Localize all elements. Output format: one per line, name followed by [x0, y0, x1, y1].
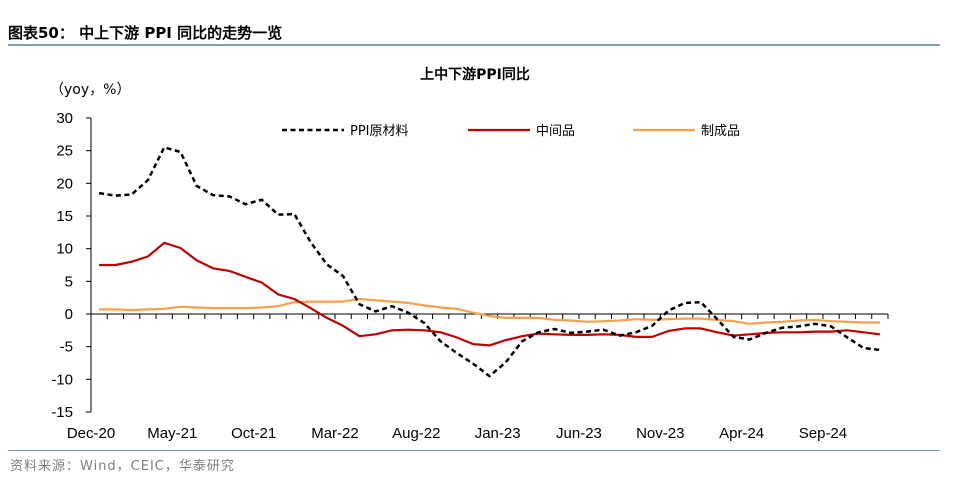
- legend: PPI原材料 中间品 制成品: [282, 124, 740, 139]
- x-tick-label: May-21: [147, 425, 197, 442]
- top-divider: [8, 44, 940, 46]
- y-tick-label: -15: [51, 404, 73, 421]
- y-tick-label: 10: [56, 241, 73, 258]
- x-tick-label: Sep-24: [799, 425, 847, 442]
- source-note: 资料来源：Wind，CEIC，华泰研究: [10, 459, 235, 474]
- series-line-1: [98, 146, 881, 378]
- x-tick-label: Jan-23: [475, 425, 521, 442]
- legend-label-1: PPI原材料: [350, 124, 409, 139]
- x-tick-label: Oct-21: [231, 425, 276, 442]
- x-tick-label: Aug-22: [392, 425, 440, 442]
- y-tick-label: -5: [60, 339, 73, 356]
- series-line-2: [99, 241, 881, 347]
- x-tick-label: Dec-20: [67, 425, 115, 442]
- y-axis-label: （yoy，%）: [50, 82, 130, 98]
- series-line-3: [99, 297, 880, 325]
- x-tick-label: Nov-23: [636, 425, 684, 442]
- y-tick-label: 30: [56, 110, 73, 127]
- x-tick-label: Mar-22: [311, 425, 359, 442]
- y-tick-label: 5: [65, 273, 73, 290]
- figure-title: 图表50： 中上下游 PPI 同比的走势一览: [8, 24, 283, 42]
- y-tick-label: 0: [65, 306, 73, 323]
- legend-label-3: 制成品: [701, 124, 740, 139]
- y-tick-label: -10: [51, 371, 73, 388]
- bottom-divider: [8, 450, 940, 451]
- axes: 30 25 20 15 10 5 0 -5 -10 -15 Dec-20 May-21 Oct-21 Ma…: [51, 110, 889, 442]
- x-tick-label: Apr-24: [719, 425, 764, 442]
- series-layer: [98, 146, 881, 378]
- x-tick-label: Jun-23: [556, 425, 602, 442]
- legend-label-2: 中间品: [536, 124, 575, 139]
- chart-title: 上中下游PPI同比: [420, 66, 530, 83]
- y-tick-label: 20: [56, 175, 73, 192]
- y-tick-label: 15: [56, 208, 73, 225]
- y-tick-label: 25: [56, 143, 73, 160]
